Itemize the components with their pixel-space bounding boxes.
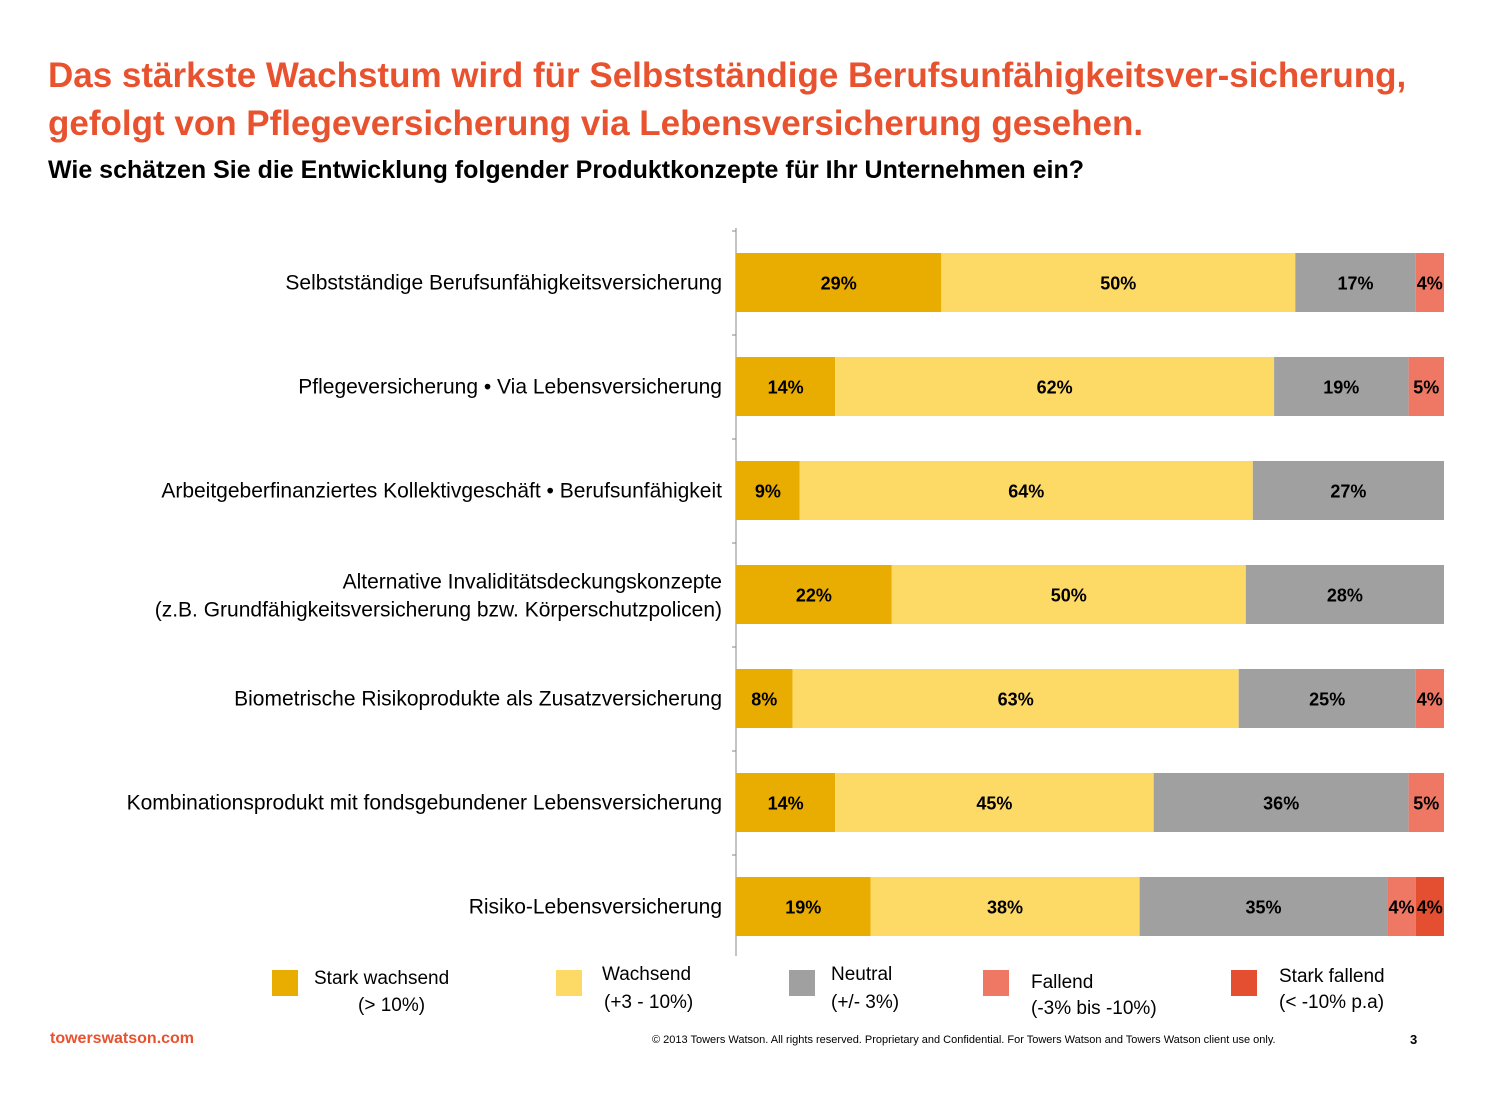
bar-segment — [891, 565, 1246, 624]
bar-segment — [941, 253, 1296, 312]
legend-sub: (> 10%) — [358, 995, 426, 1016]
bar-segment — [736, 461, 800, 520]
bar-segment — [1245, 565, 1444, 624]
data-label: 29% — [821, 274, 857, 294]
bar-segment — [736, 877, 871, 936]
bar-segment — [1139, 877, 1388, 936]
bar-segment — [792, 669, 1239, 728]
bar-segment — [1408, 773, 1444, 832]
bar-segment — [835, 357, 1275, 416]
data-label: 14% — [768, 794, 804, 814]
category-label: Selbstständige Berufsunfähigkeitsversich… — [285, 272, 722, 295]
brand-link[interactable]: towerswatson.com — [50, 1030, 195, 1047]
bar-segment — [1415, 669, 1444, 728]
data-label: 17% — [1337, 274, 1373, 294]
legend-sub: (+3 - 10%) — [604, 992, 694, 1013]
bar-segment — [736, 253, 942, 312]
bar-segment — [1153, 773, 1409, 832]
data-label: 35% — [1245, 898, 1281, 918]
data-label: 45% — [976, 794, 1012, 814]
legend-label: Stark fallend — [1279, 966, 1385, 987]
legend-swatch — [556, 970, 582, 996]
bar-segment — [736, 565, 892, 624]
bar-segment — [1274, 357, 1409, 416]
data-label: 8% — [751, 690, 777, 710]
data-label: 50% — [1051, 586, 1087, 606]
data-label: 62% — [1037, 378, 1073, 398]
bar-segment — [1238, 669, 1416, 728]
legend-label: Stark wachsend — [314, 968, 450, 989]
data-label: 14% — [768, 378, 804, 398]
page-title: Das stärkste Wachstum wird für Selbststä… — [48, 56, 1407, 143]
legend-swatch — [983, 970, 1009, 996]
legend-swatch — [1231, 970, 1257, 996]
legend-sub: (-3% bis -10%) — [1031, 998, 1157, 1019]
legend-label: Fallend — [1031, 972, 1094, 993]
page-number: 3 — [1410, 1032, 1418, 1047]
bar-segment — [1408, 357, 1444, 416]
category-label: Risiko-Lebensversicherung — [469, 896, 722, 919]
data-label: 50% — [1100, 274, 1136, 294]
data-label: 64% — [1008, 482, 1044, 502]
bar-segment — [736, 669, 793, 728]
bar-segment — [736, 773, 836, 832]
data-label: 5% — [1413, 378, 1439, 398]
legend-swatch — [789, 970, 815, 996]
data-label: 22% — [796, 586, 832, 606]
data-label: 4% — [1417, 690, 1443, 710]
bar-segment — [1387, 877, 1416, 936]
category-label: Arbeitgeberfinanziertes Kollektivgeschäf… — [161, 480, 722, 503]
data-label: 9% — [755, 482, 781, 502]
copyright-text: © 2013 Towers Watson. All rights reserve… — [652, 1034, 1276, 1046]
data-label: 19% — [1323, 378, 1359, 398]
legend-label: Wachsend — [602, 964, 692, 985]
data-label: 4% — [1417, 274, 1443, 294]
category-label: Pflegeversicherung • Via Lebensversicher… — [298, 376, 722, 399]
data-label: 5% — [1413, 794, 1439, 814]
data-label: 25% — [1309, 690, 1345, 710]
data-label: 4% — [1388, 898, 1414, 918]
bar-segment — [1415, 253, 1444, 312]
bar-segment — [1415, 877, 1444, 936]
page-subtitle: Wie schätzen Sie die Entwicklung folgend… — [48, 156, 1085, 184]
data-label: 28% — [1327, 586, 1363, 606]
bar-segment — [1252, 461, 1444, 520]
legend-sub: (< -10% p.a) — [1279, 992, 1385, 1013]
data-label: 27% — [1330, 482, 1366, 502]
bar-segment — [1295, 253, 1416, 312]
legend-sub: (+/- 3%) — [831, 992, 900, 1013]
category-label: Alternative Invaliditätsdeckungskonzepte… — [155, 571, 722, 622]
category-label: Kombinationsprodukt mit fondsgebundener … — [127, 792, 722, 815]
bar-segment — [870, 877, 1140, 936]
data-label: 19% — [785, 898, 821, 918]
bar-segment — [835, 773, 1154, 832]
data-label: 38% — [987, 898, 1023, 918]
bar-segment — [799, 461, 1253, 520]
stacked-bar-chart: Selbstständige Berufsunfähigkeitsversich… — [127, 228, 1444, 956]
legend-label: Neutral — [831, 964, 893, 985]
data-label: 63% — [998, 690, 1034, 710]
legend-swatch — [272, 970, 298, 996]
data-label: 4% — [1417, 898, 1443, 918]
bar-segment — [736, 357, 836, 416]
data-label: 36% — [1263, 794, 1299, 814]
category-label: Biometrische Risikoprodukte als Zusatzve… — [234, 688, 722, 711]
